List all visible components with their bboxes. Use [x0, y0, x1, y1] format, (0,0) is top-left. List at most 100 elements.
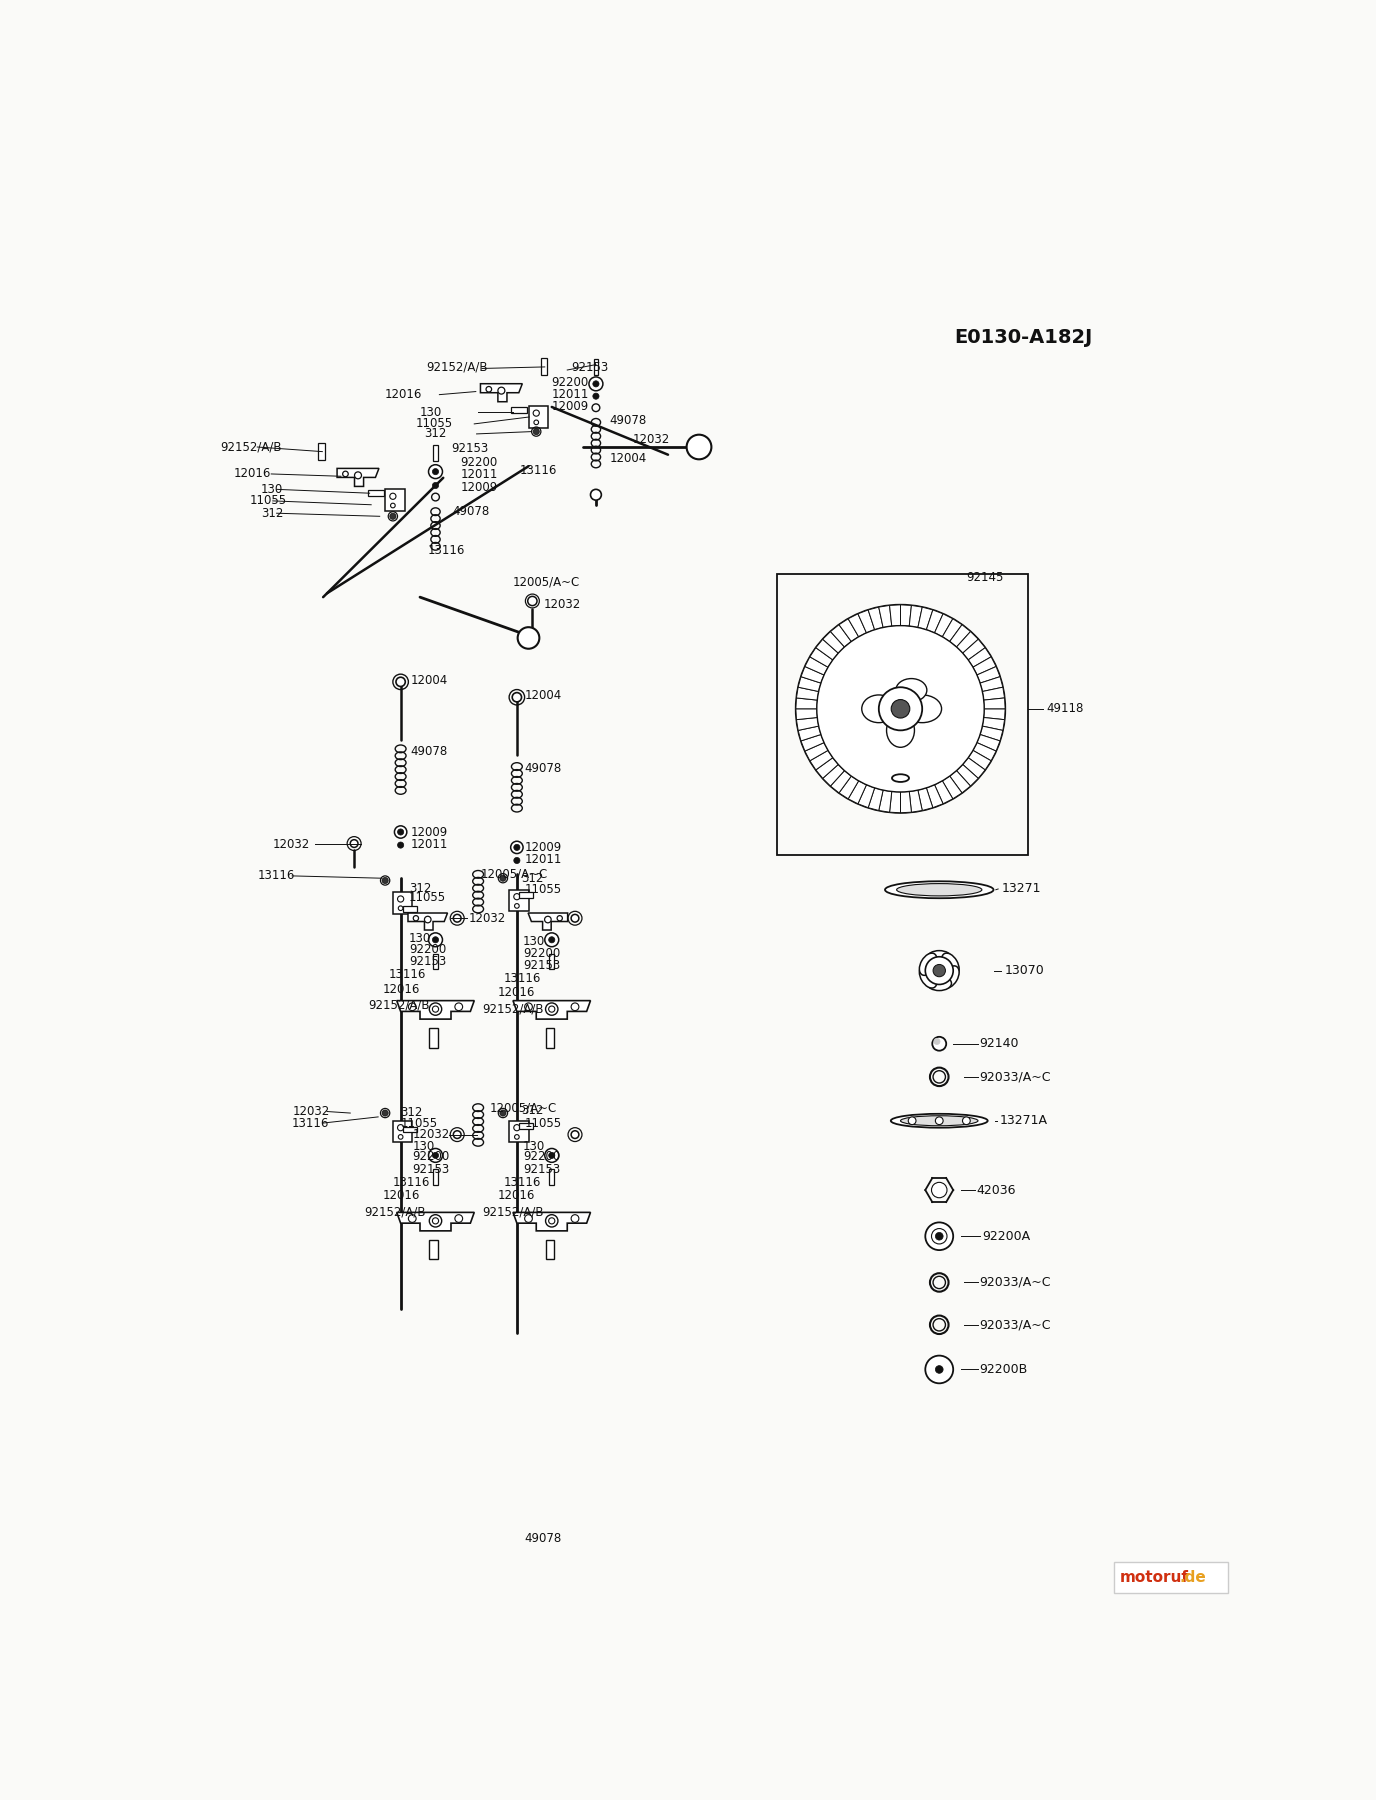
- Text: 130: 130: [420, 405, 442, 419]
- Circle shape: [524, 1003, 533, 1010]
- Circle shape: [524, 1215, 533, 1222]
- Polygon shape: [848, 781, 867, 805]
- Text: 12016: 12016: [234, 468, 271, 481]
- Text: 92200: 92200: [461, 455, 498, 470]
- Text: 12004: 12004: [410, 673, 449, 688]
- Text: 12032: 12032: [544, 598, 581, 612]
- Polygon shape: [797, 718, 819, 731]
- Text: 92200: 92200: [409, 943, 446, 956]
- Bar: [549, 1170, 555, 1184]
- Polygon shape: [984, 709, 1004, 720]
- Circle shape: [398, 1134, 403, 1139]
- Circle shape: [545, 1003, 557, 1015]
- Polygon shape: [810, 751, 832, 770]
- Circle shape: [398, 830, 403, 835]
- Polygon shape: [926, 610, 943, 634]
- Polygon shape: [956, 632, 978, 653]
- Polygon shape: [918, 788, 933, 810]
- Text: 12032: 12032: [272, 837, 310, 851]
- Circle shape: [398, 896, 403, 902]
- Polygon shape: [973, 657, 996, 675]
- Polygon shape: [926, 785, 943, 808]
- Circle shape: [590, 490, 601, 500]
- Circle shape: [533, 410, 539, 416]
- Polygon shape: [977, 666, 1000, 684]
- Circle shape: [391, 504, 395, 508]
- Polygon shape: [973, 743, 996, 761]
- Text: 12009: 12009: [552, 400, 589, 414]
- Polygon shape: [823, 632, 845, 653]
- Bar: [433, 445, 438, 461]
- Text: E0130-A182J: E0130-A182J: [955, 328, 1093, 347]
- Circle shape: [432, 1152, 439, 1159]
- Polygon shape: [823, 765, 845, 787]
- Text: 11055: 11055: [524, 1116, 561, 1130]
- Circle shape: [936, 1233, 943, 1240]
- Text: 92145: 92145: [966, 571, 1003, 585]
- Text: 12005/A~C: 12005/A~C: [513, 576, 581, 589]
- Text: 92153: 92153: [413, 1163, 450, 1175]
- Polygon shape: [831, 625, 852, 646]
- Text: 49078: 49078: [610, 414, 647, 427]
- Bar: [519, 1123, 533, 1129]
- Ellipse shape: [941, 954, 959, 976]
- Polygon shape: [859, 785, 875, 808]
- Ellipse shape: [919, 967, 937, 988]
- Text: 12016: 12016: [498, 1190, 535, 1202]
- Ellipse shape: [941, 967, 959, 988]
- Bar: [429, 1240, 438, 1260]
- Circle shape: [936, 1366, 943, 1373]
- Circle shape: [932, 1229, 947, 1244]
- Polygon shape: [910, 790, 922, 812]
- Text: 92152/A/B: 92152/A/B: [482, 1206, 544, 1219]
- Text: 92200: 92200: [523, 1150, 560, 1163]
- Circle shape: [398, 905, 403, 911]
- Bar: [394, 1121, 413, 1143]
- Circle shape: [513, 1125, 520, 1130]
- Text: .de: .de: [1179, 1570, 1207, 1584]
- Text: 11055: 11055: [400, 1116, 438, 1130]
- Polygon shape: [943, 619, 962, 641]
- Circle shape: [545, 932, 559, 947]
- Circle shape: [432, 482, 439, 488]
- Text: 12004: 12004: [610, 452, 647, 464]
- Text: 92152/A/B: 92152/A/B: [427, 360, 487, 373]
- Circle shape: [593, 382, 599, 387]
- Text: 92200: 92200: [523, 947, 560, 959]
- Circle shape: [429, 1003, 442, 1015]
- Polygon shape: [918, 607, 933, 630]
- Circle shape: [510, 841, 523, 853]
- Text: 12016: 12016: [498, 986, 535, 999]
- Text: 92153: 92153: [571, 362, 608, 374]
- Text: 13116: 13116: [394, 1175, 431, 1188]
- Circle shape: [432, 1006, 439, 1012]
- Polygon shape: [879, 605, 892, 628]
- Circle shape: [499, 1111, 506, 1116]
- Circle shape: [512, 693, 522, 702]
- Circle shape: [428, 1148, 443, 1163]
- Circle shape: [343, 472, 348, 477]
- Bar: [509, 889, 528, 911]
- Polygon shape: [801, 734, 824, 751]
- Bar: [528, 407, 548, 428]
- Polygon shape: [868, 607, 883, 630]
- Polygon shape: [963, 758, 985, 778]
- Text: 11055: 11055: [409, 891, 446, 904]
- Circle shape: [513, 844, 520, 850]
- Polygon shape: [409, 913, 447, 931]
- Circle shape: [428, 932, 443, 947]
- Circle shape: [398, 842, 403, 848]
- Circle shape: [545, 1215, 557, 1228]
- Bar: [433, 954, 438, 968]
- Text: 312: 312: [424, 427, 446, 441]
- Text: 12032: 12032: [413, 1129, 450, 1141]
- Text: 13116: 13116: [292, 1116, 329, 1130]
- Polygon shape: [977, 734, 1000, 751]
- Bar: [545, 1240, 555, 1260]
- Text: 92200: 92200: [413, 1150, 450, 1163]
- Circle shape: [817, 626, 984, 792]
- Text: 92153: 92153: [409, 954, 446, 968]
- Polygon shape: [982, 718, 1004, 731]
- Circle shape: [593, 392, 599, 400]
- Polygon shape: [513, 1001, 590, 1019]
